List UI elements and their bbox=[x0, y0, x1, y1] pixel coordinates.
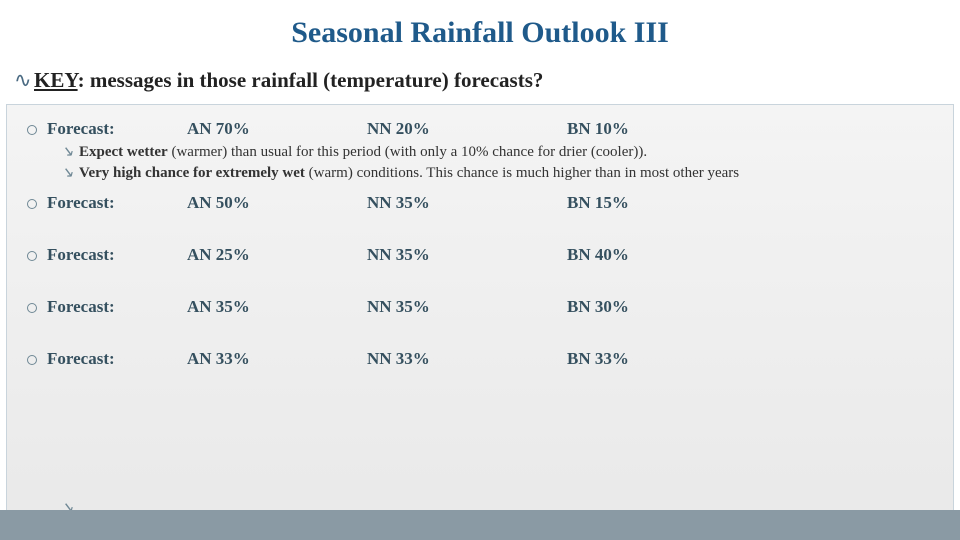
forecast-an: AN 70% bbox=[187, 119, 367, 139]
circle-bullet-icon bbox=[27, 199, 37, 209]
forecast-row: Forecast: AN 33% NN 33% BN 33% bbox=[27, 349, 933, 369]
note-bold: Expect wetter bbox=[79, 144, 168, 160]
forecast-note: ↘ Very high chance for extremely wet (wa… bbox=[61, 164, 933, 183]
note-bullet-icon: ↘ bbox=[61, 164, 75, 183]
forecast-nn: NN 35% bbox=[367, 245, 567, 265]
forecast-nn: NN 35% bbox=[367, 297, 567, 317]
forecast-bn: BN 30% bbox=[567, 297, 933, 317]
slide: Seasonal Rainfall Outlook III ∿KEY: mess… bbox=[0, 0, 960, 540]
forecast-nn: NN 33% bbox=[367, 349, 567, 369]
circle-bullet-icon bbox=[27, 251, 37, 261]
key-rest: : messages in those rainfall (temperatur… bbox=[78, 68, 544, 92]
note-bold: Very high chance for extremely wet bbox=[79, 165, 305, 181]
forecast-an: AN 25% bbox=[187, 245, 367, 265]
slide-title: Seasonal Rainfall Outlook III bbox=[0, 16, 960, 50]
bottom-band bbox=[0, 510, 960, 540]
note-bullet-icon: ↘ bbox=[61, 143, 75, 162]
circle-bullet-icon bbox=[27, 125, 37, 135]
forecast-bn: BN 10% bbox=[567, 119, 933, 139]
forecast-an: AN 35% bbox=[187, 297, 367, 317]
forecast-label: Forecast: bbox=[47, 245, 187, 265]
content: Forecast: AN 70% NN 20% BN 10% ↘ Expect … bbox=[27, 119, 933, 373]
tilde-bullet-icon: ∿ bbox=[14, 68, 34, 93]
forecast-row: Forecast: AN 25% NN 35% BN 40% bbox=[27, 245, 933, 265]
content-frame: Forecast: AN 70% NN 20% BN 10% ↘ Expect … bbox=[6, 104, 954, 534]
circle-bullet-icon bbox=[27, 355, 37, 365]
forecast-bn: BN 15% bbox=[567, 193, 933, 213]
forecast-bn: BN 40% bbox=[567, 245, 933, 265]
forecast-nn: NN 20% bbox=[367, 119, 567, 139]
forecast-an: AN 50% bbox=[187, 193, 367, 213]
forecast-label: Forecast: bbox=[47, 349, 187, 369]
forecast-label: Forecast: bbox=[47, 297, 187, 317]
forecast-bn: BN 33% bbox=[567, 349, 933, 369]
key-line: ∿KEY: messages in those rainfall (temper… bbox=[14, 68, 543, 93]
forecast-label: Forecast: bbox=[47, 119, 187, 139]
circle-bullet-icon bbox=[27, 303, 37, 313]
forecast-row: Forecast: AN 70% NN 20% BN 10% bbox=[27, 119, 933, 139]
forecast-label: Forecast: bbox=[47, 193, 187, 213]
forecast-row: Forecast: AN 50% NN 35% BN 15% bbox=[27, 193, 933, 213]
note-rest: (warm) conditions. This chance is much h… bbox=[305, 165, 739, 181]
note-rest: (warmer) than usual for this period (wit… bbox=[168, 144, 647, 160]
note-text: Expect wetter (warmer) than usual for th… bbox=[79, 143, 933, 162]
forecast-nn: NN 35% bbox=[367, 193, 567, 213]
forecast-note: ↘ Expect wetter (warmer) than usual for … bbox=[61, 143, 933, 162]
note-text: Very high chance for extremely wet (warm… bbox=[79, 164, 933, 183]
forecast-an: AN 33% bbox=[187, 349, 367, 369]
key-prefix: KEY bbox=[34, 68, 78, 92]
forecast-row: Forecast: AN 35% NN 35% BN 30% bbox=[27, 297, 933, 317]
